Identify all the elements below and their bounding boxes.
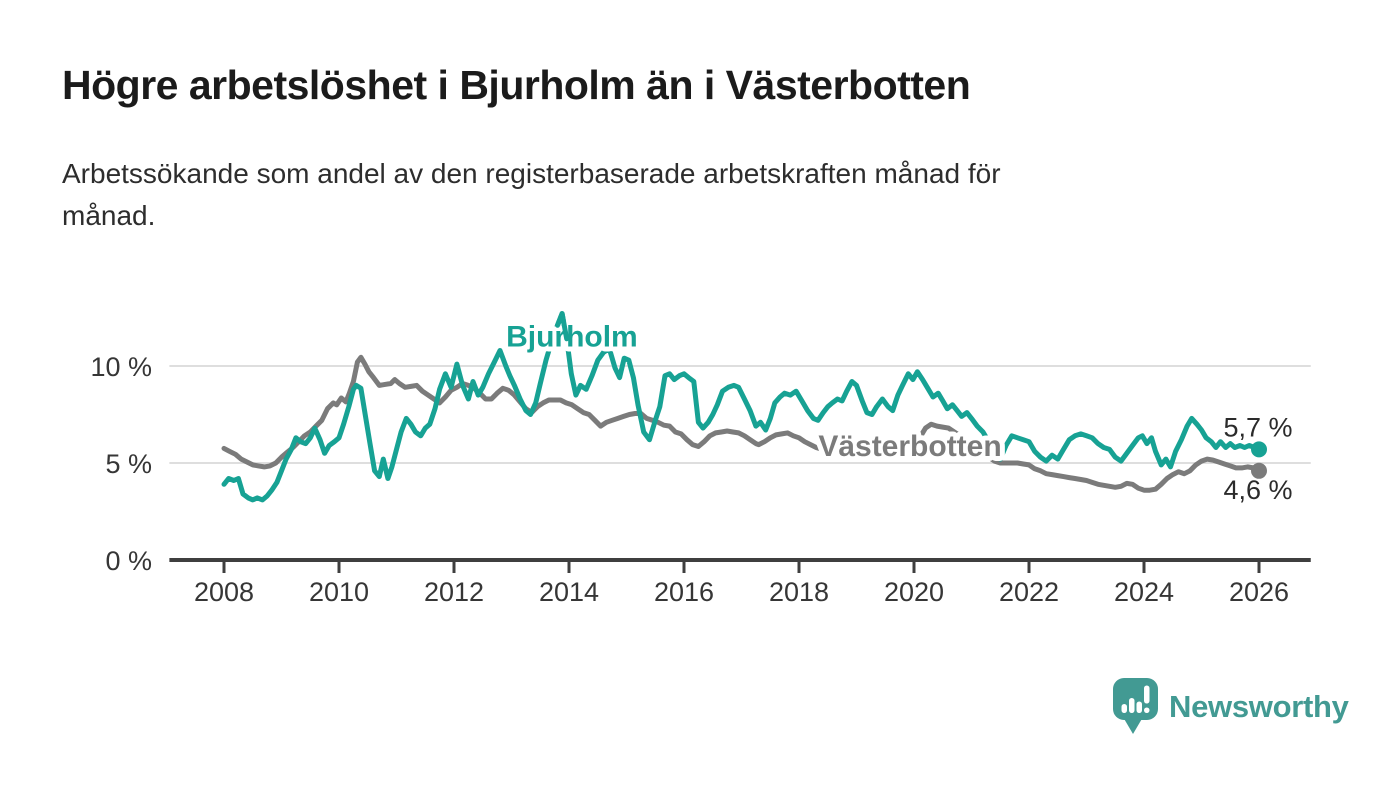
x-tick-label: 2010 xyxy=(309,577,369,607)
y-tick-label: 5 % xyxy=(105,449,152,479)
series-line-västerbotten xyxy=(221,354,1262,493)
chart-subtitle: Arbetssökande som andel av den registerb… xyxy=(62,153,1001,237)
series-peak-tip xyxy=(555,311,570,342)
x-tick-label: 2018 xyxy=(769,577,829,607)
speech-bubble-bar-chart-icon xyxy=(1113,677,1158,734)
logo-bubble xyxy=(1113,677,1158,734)
x-tick-label: 2014 xyxy=(539,577,599,607)
logo-bars xyxy=(1121,685,1150,713)
x-tick-label: 2024 xyxy=(1114,577,1174,607)
page-title: Högre arbetslöshet i Bjurholm än i Väste… xyxy=(62,62,971,108)
subtitle-line-2: månad. xyxy=(62,200,156,231)
x-tick-label: 2020 xyxy=(884,577,944,607)
y-tick-label: 10 % xyxy=(90,352,152,382)
series-line-bjurholm xyxy=(221,311,1262,503)
x-tick-label: 2008 xyxy=(194,577,254,607)
series-label-bjurholm: Bjurholm xyxy=(506,321,638,354)
series-end-dot-bjurholm xyxy=(1251,441,1267,458)
end-value-label-bjurholm: 5,7 % xyxy=(1223,412,1292,442)
series-label-västerbotten: Västerbotten xyxy=(818,430,1001,463)
newsworthy-logo: Newsworthy xyxy=(1112,676,1349,736)
x-tick-label: 2026 xyxy=(1229,577,1289,607)
newsworthy-wordmark: Newsworthy xyxy=(1169,688,1349,724)
series-end-dot-västerbotten xyxy=(1251,462,1267,479)
x-tick-label: 2022 xyxy=(999,577,1059,607)
end-value-label-västerbotten: 4,6 % xyxy=(1223,475,1292,505)
y-tick-label: 0 % xyxy=(105,546,152,576)
subtitle-line-1: Arbetssökande som andel av den registerb… xyxy=(62,158,1001,189)
x-tick-label: 2012 xyxy=(424,577,484,607)
x-tick-label: 2016 xyxy=(654,577,714,607)
